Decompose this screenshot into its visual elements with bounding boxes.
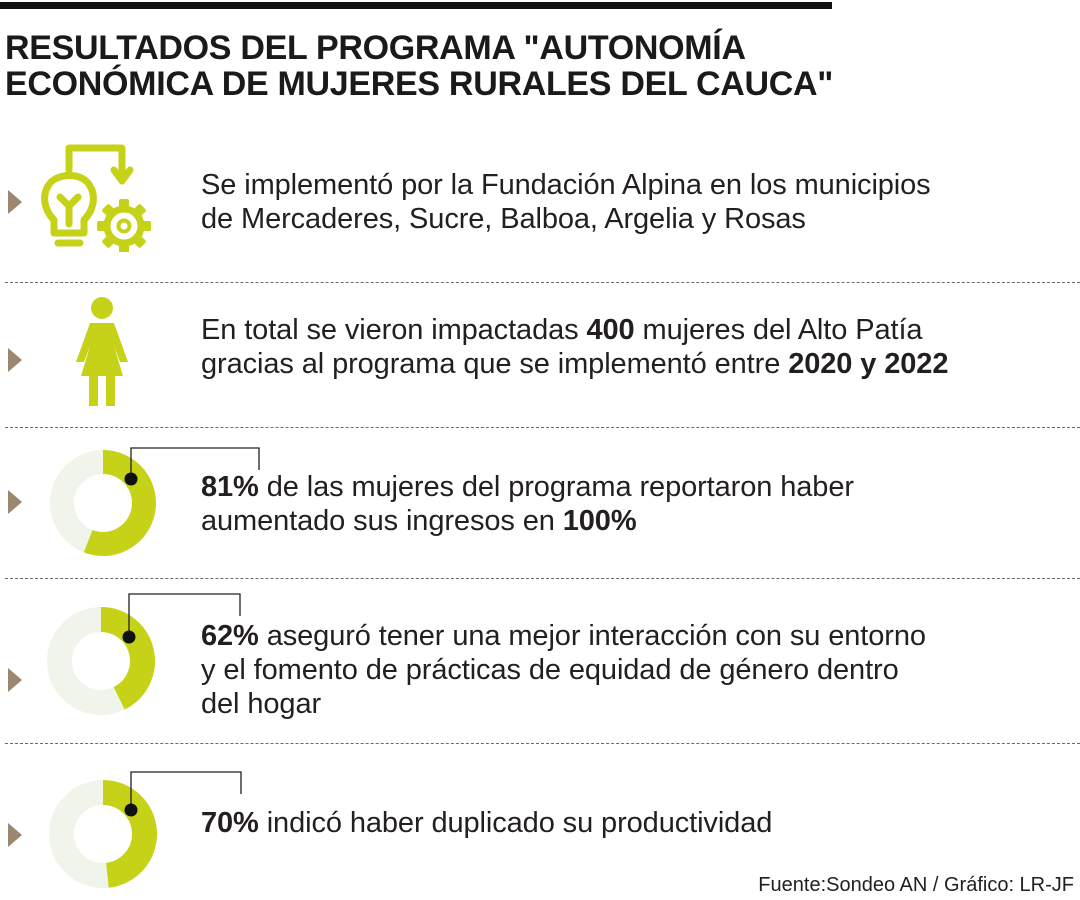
row-4-line-2: y el fomento de prácticas de equidad de … <box>201 654 899 686</box>
row-3-line-2: aumentado sus ingresos en 100% <box>201 504 1071 538</box>
page-title: RESULTADOS DEL PROGRAMA "AUTONOMÍA ECONÓ… <box>5 30 1065 102</box>
row-2-line-2: gracias al programa que se implementó en… <box>201 347 1071 381</box>
donut-chart-70 <box>49 771 242 888</box>
row-4-text: 62% aseguró tener una mejor interacción … <box>201 619 1071 721</box>
donut-leader-line <box>128 593 241 637</box>
row-5-line-1-rest: indicó haber duplicado su productividad <box>258 807 773 839</box>
row-3-line-2-bold: 100% <box>562 505 637 537</box>
row-2-line-1-pre: En total se vieron impactadas <box>201 314 587 346</box>
donut-value-arc <box>102 780 157 888</box>
donut-leader-line <box>130 771 242 810</box>
row-5-percent: 70% <box>201 807 259 839</box>
bullet-arrow-icon <box>8 823 22 847</box>
row-1-line-2: de Mercaderes, Sucre, Balboa, Argelia y … <box>201 203 806 235</box>
divider <box>5 743 1080 744</box>
row-4-line-3: del hogar <box>201 688 322 720</box>
divider <box>5 427 1080 428</box>
donut-value-arc <box>83 450 156 556</box>
donut-marker-dot <box>122 630 136 644</box>
row-4-percent: 62% <box>201 620 259 652</box>
row-2-line-1-post: mujeres del Alto Patía <box>634 314 923 346</box>
title-line-2: ECONÓMICA DE MUJERES RURALES DEL CAUCA" <box>5 65 834 103</box>
bullet-arrow-icon <box>8 490 22 514</box>
lightbulb-gear-icon <box>41 144 151 252</box>
donut-marker-dot <box>124 472 138 486</box>
row-3-line-1-rest: de las mujeres del programa reportaron h… <box>258 471 854 503</box>
row-2-line-2-pre: gracias al programa que se implementó en… <box>201 348 789 380</box>
row-4-line-1-rest: aseguró tener una mejor interacción con … <box>258 620 926 652</box>
row-5-line-1: 70% indicó haber duplicado su productivi… <box>201 806 1071 840</box>
row-2-text: En total se vieron impactadas 400 mujere… <box>201 313 1071 381</box>
row-2-line-1: En total se vieron impactadas 400 mujere… <box>201 313 1071 347</box>
row-5-text: 70% indicó haber duplicado su productivi… <box>201 806 1071 840</box>
row-1-line-1: Se implementó por la Fundación Alpina en… <box>201 169 931 201</box>
top-rule <box>0 2 832 9</box>
donut-marker-dot <box>124 803 138 817</box>
source-footer: Fuente:Sondeo AN / Gráfico: LR-JF <box>758 874 1074 896</box>
row-3-line-1: 81% de las mujeres del programa reportar… <box>201 470 1071 504</box>
row-4-line-1: 62% aseguró tener una mejor interacción … <box>201 619 1071 653</box>
bullet-arrow-icon <box>8 668 22 692</box>
row-3-text: 81% de las mujeres del programa reportar… <box>201 470 1071 538</box>
donut-chart-62 <box>47 593 241 715</box>
row-2-line-2-bold: 2020 y 2022 <box>788 348 949 380</box>
bullet-arrow-icon <box>8 348 22 372</box>
woman-icon <box>76 297 128 406</box>
bullet-arrow-icon <box>8 190 22 214</box>
row-1-text: Se implementó por la Fundación Alpina en… <box>201 168 1071 236</box>
donut-chart-81 <box>50 447 260 556</box>
row-3-line-2-pre: aumentado sus ingresos en <box>201 505 563 537</box>
donut-leader-line <box>130 447 260 479</box>
row-2-line-1-bold: 400 <box>586 314 635 346</box>
title-line-1: RESULTADOS DEL PROGRAMA "AUTONOMÍA <box>5 29 746 67</box>
divider <box>5 282 1080 283</box>
divider <box>5 578 1080 579</box>
donut-value-arc <box>100 607 155 710</box>
row-3-percent: 81% <box>201 471 259 503</box>
